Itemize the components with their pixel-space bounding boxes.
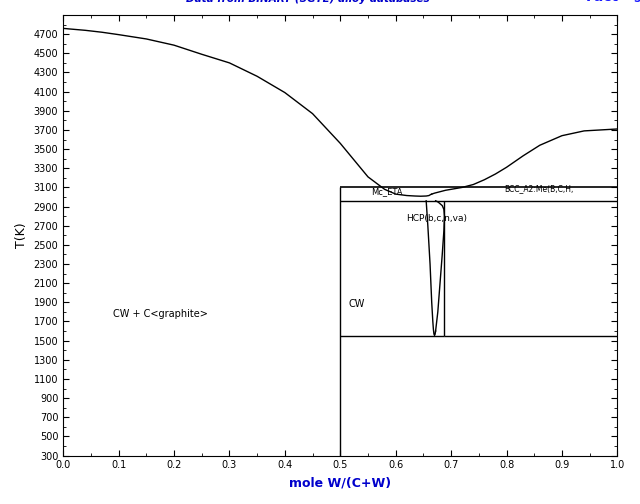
Text: Mc_ETA: Mc_ETA [371, 187, 403, 197]
Text: Fact: Fact [586, 0, 618, 4]
Text: HCP(b,c,n,va): HCP(b,c,n,va) [406, 214, 467, 223]
Text: CW + C<graphite>: CW + C<graphite> [113, 309, 207, 319]
Text: Sage: Sage [634, 0, 640, 4]
Text: Data from BINARY (SGTE) alloy databases: Data from BINARY (SGTE) alloy databases [186, 0, 430, 4]
Text: CW: CW [349, 299, 365, 309]
Text: BCC_A2:Me(B,C,H,: BCC_A2:Me(B,C,H, [504, 184, 573, 193]
Y-axis label: T(K): T(K) [15, 222, 28, 248]
X-axis label: mole W/(C+W): mole W/(C+W) [289, 476, 391, 489]
